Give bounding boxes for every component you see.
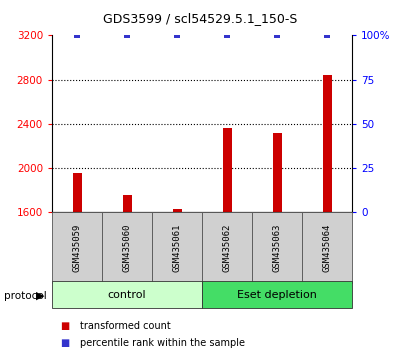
Text: ■: ■ [60,338,69,348]
Bar [72,172,82,212]
Bar [272,133,282,212]
Text: ■: ■ [60,321,69,331]
Text: percentile rank within the sample: percentile rank within the sample [80,338,245,348]
Text: GSM435060: GSM435060 [122,224,132,272]
Bar [152,212,202,283]
Text: transformed count: transformed count [80,321,171,331]
Bar [122,195,132,212]
Bar [302,212,352,283]
Bar [202,212,252,283]
Text: ▶: ▶ [36,291,44,301]
Text: control: control [108,290,146,300]
Bar [102,212,152,283]
Text: GSM435062: GSM435062 [222,224,232,272]
Text: GSM435064: GSM435064 [322,224,332,272]
Bar [322,75,332,212]
Text: GDS3599 / scl54529.5.1_150-S: GDS3599 / scl54529.5.1_150-S [103,12,297,25]
Bar [52,281,202,308]
Text: protocol: protocol [4,291,47,301]
Text: Eset depletion: Eset depletion [237,290,317,300]
Bar [172,209,182,212]
Text: GSM435063: GSM435063 [272,224,282,272]
Bar [252,212,302,283]
Bar [202,281,352,308]
Text: GSM435059: GSM435059 [72,224,82,272]
Bar [222,128,232,212]
Text: GSM435061: GSM435061 [172,224,182,272]
Bar [52,212,102,283]
